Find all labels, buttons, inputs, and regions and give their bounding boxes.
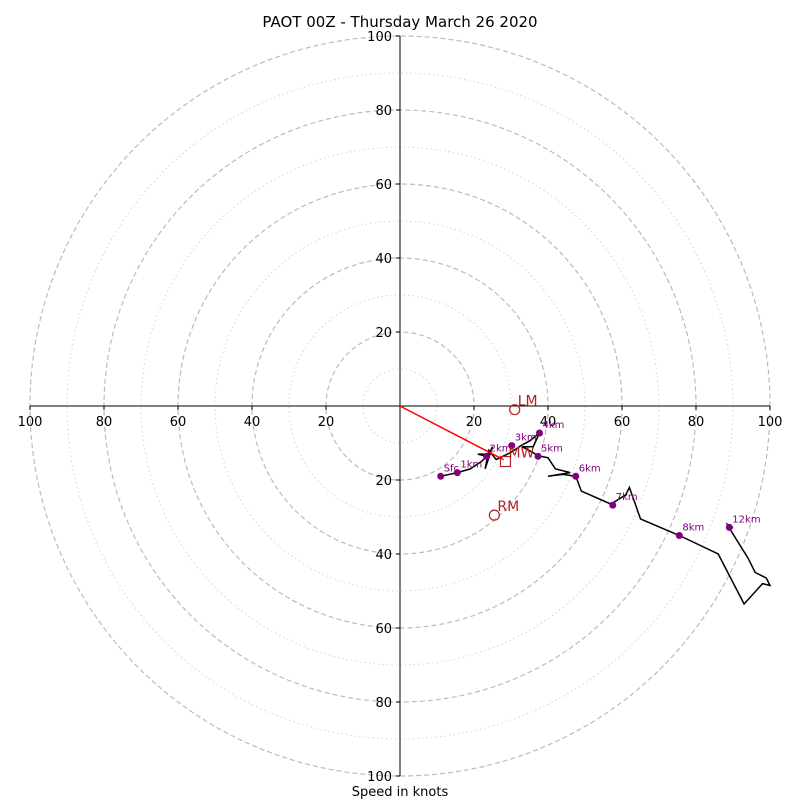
y-tick-label: 40 <box>375 252 392 267</box>
height-marker-4km <box>535 429 543 437</box>
height-label-5km: 5km <box>541 443 563 454</box>
height-label-4km: 4km <box>542 420 564 431</box>
hodograph-trace <box>440 432 772 606</box>
x-axis-label: Speed in knots <box>352 785 449 800</box>
y-tick-label: 60 <box>375 178 392 193</box>
storm-marker-mw <box>499 455 512 468</box>
height-marker-8km <box>675 532 683 539</box>
x-tick-label: 60 <box>614 415 631 430</box>
y-tick-label: 60 <box>375 622 392 637</box>
x-tick-label: 40 <box>540 415 557 430</box>
shear-vector-line <box>399 405 504 461</box>
tick-labels: 100 80 60 40 20 20 40 60 80 100 100 80 60 40 20 20 40 60 8… <box>18 30 783 785</box>
shear-vector <box>399 405 504 461</box>
x-tick-label: 40 <box>244 415 261 430</box>
storm-marker-lm <box>509 404 521 416</box>
height-marker-5km <box>534 452 542 460</box>
y-tick-label: 20 <box>375 326 392 341</box>
x-tick-label: 100 <box>18 415 43 430</box>
height-marker-2km <box>483 452 491 460</box>
hodograph-line <box>440 432 772 606</box>
height-marker-Sfc <box>437 472 445 480</box>
height-marker-1km <box>453 469 461 477</box>
storm-label-rm: RM <box>497 499 519 515</box>
y-tick-label: 100 <box>367 770 392 785</box>
x-tick-label: 20 <box>318 415 335 430</box>
height-label-2km: 2km <box>490 443 512 454</box>
height-label-3km: 3km <box>515 433 537 444</box>
y-tick-label: 80 <box>375 696 392 711</box>
x-tick-label: 60 <box>170 415 187 430</box>
height-label-6km: 6km <box>579 463 601 474</box>
storm-label-lm: LM <box>518 394 538 410</box>
height-marker-6km <box>572 472 580 480</box>
y-tick-label: 20 <box>375 474 392 489</box>
x-tick-label: 80 <box>96 415 113 430</box>
height-label-7km: 7km <box>616 492 638 503</box>
height-marker-3km <box>508 442 516 450</box>
chart-title: PAOT 00Z - Thursday March 26 2020 <box>262 13 537 31</box>
y-tick-label: 40 <box>375 548 392 563</box>
height-label-1km: 1km <box>460 460 482 471</box>
height-marker-12km <box>725 523 733 531</box>
x-tick-label: 20 <box>466 415 483 430</box>
storm-marker-rm <box>488 509 500 521</box>
x-tick-label: 100 <box>758 415 783 430</box>
x-tick-label: 80 <box>688 415 705 430</box>
y-tick-label: 80 <box>375 104 392 119</box>
storm-label-mw: MW <box>508 446 534 462</box>
height-label-Sfc: Sfc <box>444 463 459 474</box>
y-tick-label: 100 <box>367 30 392 45</box>
height-marker-7km <box>609 501 617 509</box>
height-label-12km: 12km <box>732 514 760 525</box>
storm-motion-markers: LM MW RM <box>488 394 538 521</box>
height-label-8km: 8km <box>682 523 704 534</box>
